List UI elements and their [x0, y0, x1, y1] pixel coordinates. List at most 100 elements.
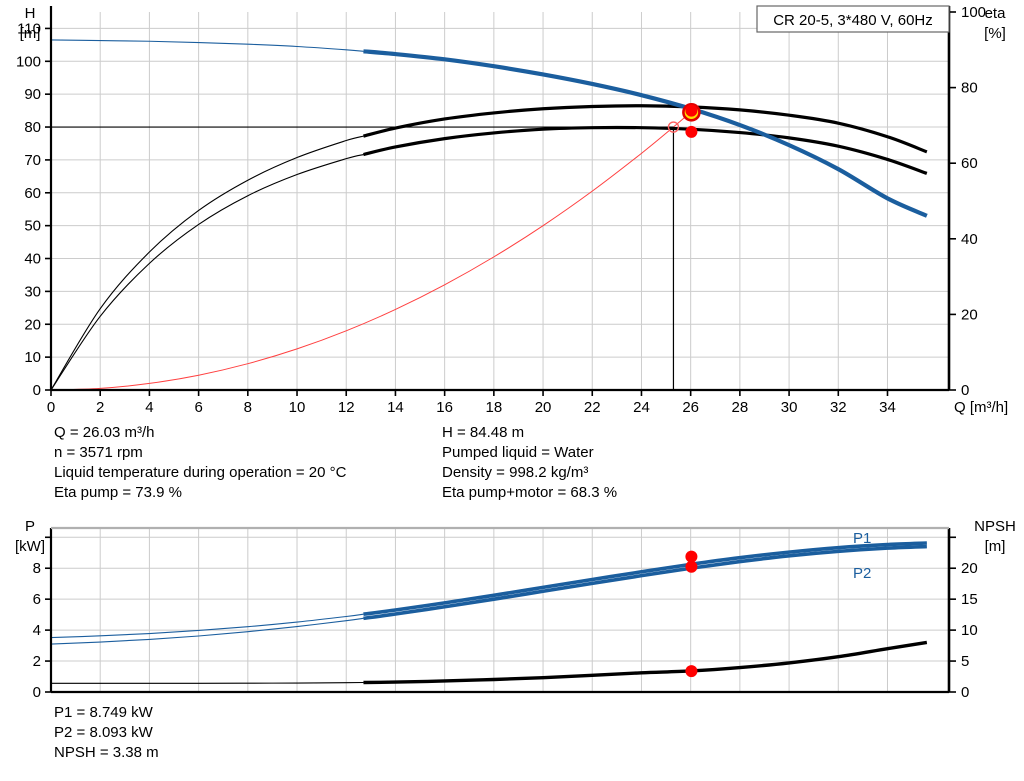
- tick-label-q: 0: [47, 399, 55, 416]
- duty-point-eta-pump[interactable]: [685, 104, 698, 117]
- curve-head-h-thin: [50, 39, 364, 52]
- tick-label-eta: 60: [961, 155, 978, 172]
- tick-label-npsh: 20: [961, 560, 978, 577]
- duty-info-line: Eta pump = 73.9 %: [54, 484, 182, 501]
- curve-p1-thin: [50, 613, 364, 639]
- tick-label-q: 16: [436, 399, 453, 416]
- axis-unit-h: [m]: [20, 25, 41, 42]
- curve-system: [50, 111, 691, 391]
- tick-label-q: 34: [879, 399, 896, 416]
- axis-unit-eta: [%]: [984, 25, 1006, 42]
- duty-info-line: Q = 26.03 m³/h: [54, 424, 155, 441]
- duty-info-line: NPSH = 3.38 m: [54, 744, 159, 761]
- tick-label-h: 110: [17, 20, 41, 37]
- duty-point-npsh[interactable]: [685, 665, 698, 678]
- curve-eta-pump: [363, 104, 928, 154]
- tick-label-eta: 0: [961, 382, 969, 399]
- curve-eta-pump-motor: [363, 125, 928, 175]
- axes: [49, 6, 951, 694]
- label-p1-curve: P1: [853, 530, 871, 547]
- axis-title-q: Q [m³/h]: [954, 399, 1008, 416]
- tick-label-p: 4: [33, 622, 41, 639]
- markers-upper: [667, 103, 701, 138]
- duty-info-line: H = 84.48 m: [442, 424, 525, 441]
- label-p2-curve: P2: [853, 565, 871, 582]
- duty-info-line: Liquid temperature during operation = 20…: [54, 464, 347, 481]
- axis-title-h: H: [25, 5, 36, 22]
- tick-label-p: 6: [33, 591, 41, 608]
- title-box-frame: [756, 5, 950, 33]
- duty-info-line: Density = 998.2 kg/m³: [442, 464, 589, 481]
- tick-label-q: 12: [338, 399, 355, 416]
- duty-point-eta-pump-motor[interactable]: [685, 125, 698, 138]
- curve-npsh: [363, 640, 928, 685]
- duty-info-right: H = 84.48 m Pumped liquid = Water Density …: [442, 423, 617, 503]
- axis-title-eta: eta: [985, 5, 1007, 22]
- curves-lower: [50, 541, 928, 685]
- duty-point-p2[interactable]: [685, 560, 698, 573]
- tick-label-eta: 20: [961, 306, 978, 323]
- tick-label-eta: 80: [961, 80, 978, 97]
- title-box-label: CR 20-5, 3*480 V, 60Hz: [773, 12, 933, 29]
- tick-label-q: 28: [732, 399, 749, 416]
- markers-lower: [685, 550, 698, 678]
- tick-label-q: 4: [145, 399, 153, 416]
- tick-label-eta: 100: [961, 4, 986, 21]
- tick-label-q: 14: [387, 399, 404, 416]
- axis-unit-npsh: [m]: [985, 538, 1006, 555]
- tick-label-npsh: 5: [961, 653, 969, 670]
- tick-label-npsh: 15: [961, 591, 978, 608]
- tick-label-q: 26: [682, 399, 699, 416]
- tick-label-npsh: 10: [961, 622, 978, 639]
- tick-label-npsh: 0: [961, 684, 969, 701]
- tick-label-eta: 40: [961, 231, 978, 248]
- curve-p2-thin: [50, 617, 364, 645]
- axis-title-npsh: NPSH: [974, 518, 1016, 535]
- tick-label-q: 22: [584, 399, 601, 416]
- title-box: CR 20-5, 3*480 V, 60Hz: [756, 5, 950, 33]
- tick-label-h: 40: [24, 251, 41, 268]
- tick-label-p: 0: [33, 684, 41, 701]
- tick-label-h: 50: [24, 218, 41, 235]
- tick-label-h: 100: [16, 53, 41, 70]
- tick-label-q: 8: [244, 399, 252, 416]
- tick-label-p: 8: [33, 560, 41, 577]
- tick-label-q: 30: [781, 399, 798, 416]
- duty-info-line: Pumped liquid = Water: [442, 444, 594, 461]
- axis-title-p: P: [25, 518, 35, 535]
- duty-info-line: Eta pump+motor = 68.3 %: [442, 484, 618, 501]
- duty-point-p1[interactable]: [685, 550, 698, 563]
- curve-p2: [363, 544, 927, 621]
- tick-label-h: 30: [24, 283, 41, 300]
- tick-label-h: 90: [24, 86, 41, 103]
- duty-info-left: Q = 26.03 m³/h n = 3571 rpm Liquid tempera…: [54, 423, 346, 503]
- axis-unit-p: [kW]: [15, 538, 45, 555]
- tick-label-q: 18: [486, 399, 503, 416]
- tick-label-q: 10: [289, 399, 306, 416]
- duty-info-bottom: P1 = 8.749 kW P2 = 8.093 kW NPSH = 3.38 m: [54, 703, 159, 763]
- duty-info-line: P2 = 8.093 kW: [54, 724, 153, 741]
- tick-label-h: 70: [24, 152, 41, 169]
- curve-eta-pump-motor-thin: [50, 154, 364, 391]
- tick-label-h: 80: [24, 119, 41, 136]
- curve-eta-pump-thin: [50, 135, 364, 391]
- tick-label-h: 10: [24, 349, 41, 366]
- tick-label-h: 60: [24, 185, 41, 202]
- tick-labels: 0102030405060708090100110H[m]02040608010…: [15, 4, 1016, 701]
- tick-label-q: 24: [633, 399, 650, 416]
- duty-guides: [51, 126, 675, 390]
- tick-label-q: 6: [194, 399, 202, 416]
- tick-label-q: 20: [535, 399, 552, 416]
- curve-npsh-thin: [51, 681, 364, 684]
- duty-info-line: P1 = 8.749 kW: [54, 704, 153, 721]
- tick-label-h: 20: [24, 316, 41, 333]
- curve-p1: [363, 541, 927, 617]
- curve-head-h: [363, 49, 928, 218]
- system-curve-intersect: [667, 121, 680, 133]
- tick-label-q: 32: [830, 399, 847, 416]
- tick-label-q: 2: [96, 399, 104, 416]
- tick-label-p: 2: [33, 653, 41, 670]
- tick-label-h: 0: [33, 382, 41, 399]
